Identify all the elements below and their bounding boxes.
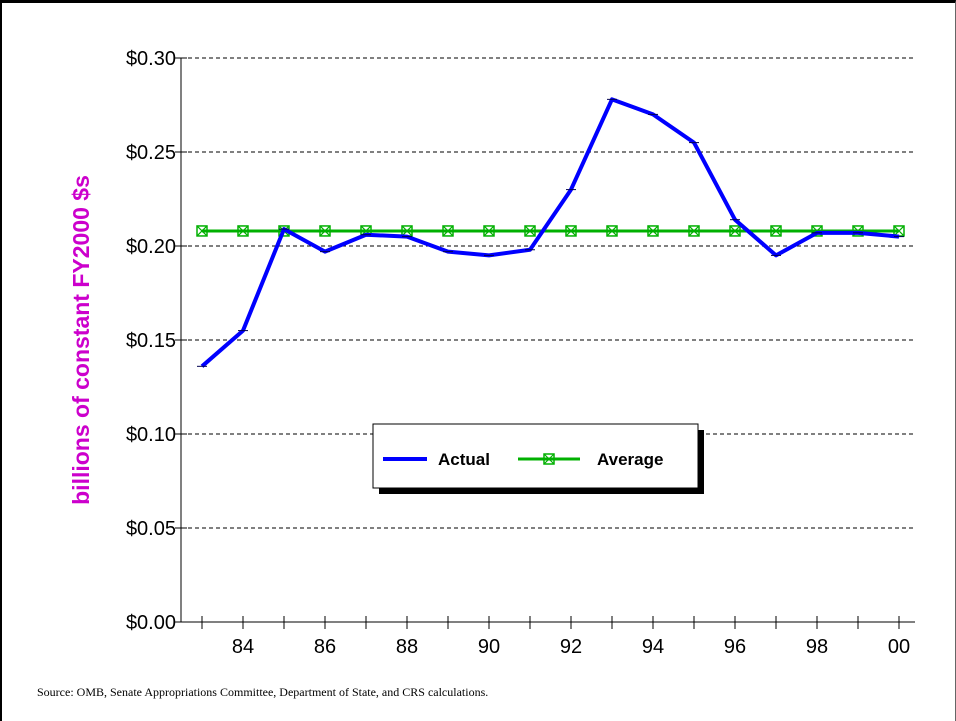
y-tick-label: $0.10 (126, 424, 176, 446)
legend-average-marker-x (543, 453, 555, 465)
average-point-x (729, 225, 741, 237)
legend-average-marker (543, 453, 555, 465)
average-point (483, 225, 495, 237)
average-point (524, 225, 536, 237)
average-point-x (606, 225, 618, 237)
average-point-x (442, 225, 454, 237)
x-tick-label: 94 (642, 636, 664, 658)
y-tick-label: $0.20 (126, 236, 176, 258)
y-tick-label: $0.15 (126, 330, 176, 352)
x-tick-label: 00 (888, 636, 910, 658)
y-axis-label: billions of constant FY2000 $s (68, 175, 94, 505)
x-tick-label: 96 (724, 636, 746, 658)
y-tick-label: $0.30 (126, 48, 176, 70)
average-point (196, 225, 208, 237)
average-point-x (401, 225, 413, 237)
average-point-x (565, 225, 577, 237)
legend-actual-label: Actual (438, 450, 490, 469)
average-point-x (647, 225, 659, 237)
source-note: Source: OMB, Senate Appropriations Commi… (37, 685, 489, 699)
average-point (770, 225, 782, 237)
average-point-x (483, 225, 495, 237)
x-ticks: 84 86 88 90 92 94 96 98 00 (201, 616, 910, 658)
legend-box (372, 423, 699, 489)
average-point (319, 225, 331, 237)
average-point-x (237, 225, 249, 237)
average-point-x (319, 225, 331, 237)
series-line-actual (200, 97, 900, 368)
x-tick-label: 84 (232, 636, 254, 658)
series-group (196, 97, 905, 368)
average-point (729, 225, 741, 237)
average-point-x (688, 225, 700, 237)
average-point (647, 225, 659, 237)
average-point (688, 225, 700, 237)
x-tick-label: 88 (396, 636, 418, 658)
average-point (565, 225, 577, 237)
average-point-x (524, 225, 536, 237)
y-tick-label: $0.05 (126, 518, 176, 540)
average-point (606, 225, 618, 237)
y-tick-label: $0.00 (126, 612, 176, 634)
x-tick-label: 86 (314, 636, 336, 658)
legend: Actual Average (372, 423, 704, 494)
average-point-x (196, 225, 208, 237)
legend-average-label: Average (597, 450, 663, 469)
x-tick-label: 98 (806, 636, 828, 658)
y-tick-label: $0.25 (126, 142, 176, 164)
x-tick-label: 90 (478, 636, 500, 658)
average-point-x (770, 225, 782, 237)
x-tick-label: 92 (560, 636, 582, 658)
average-point (237, 225, 249, 237)
average-point (442, 225, 454, 237)
y-ticks: $0.00 $0.05 $0.10 $0.15 $0.20 $0.25 $0.30 (126, 48, 187, 634)
